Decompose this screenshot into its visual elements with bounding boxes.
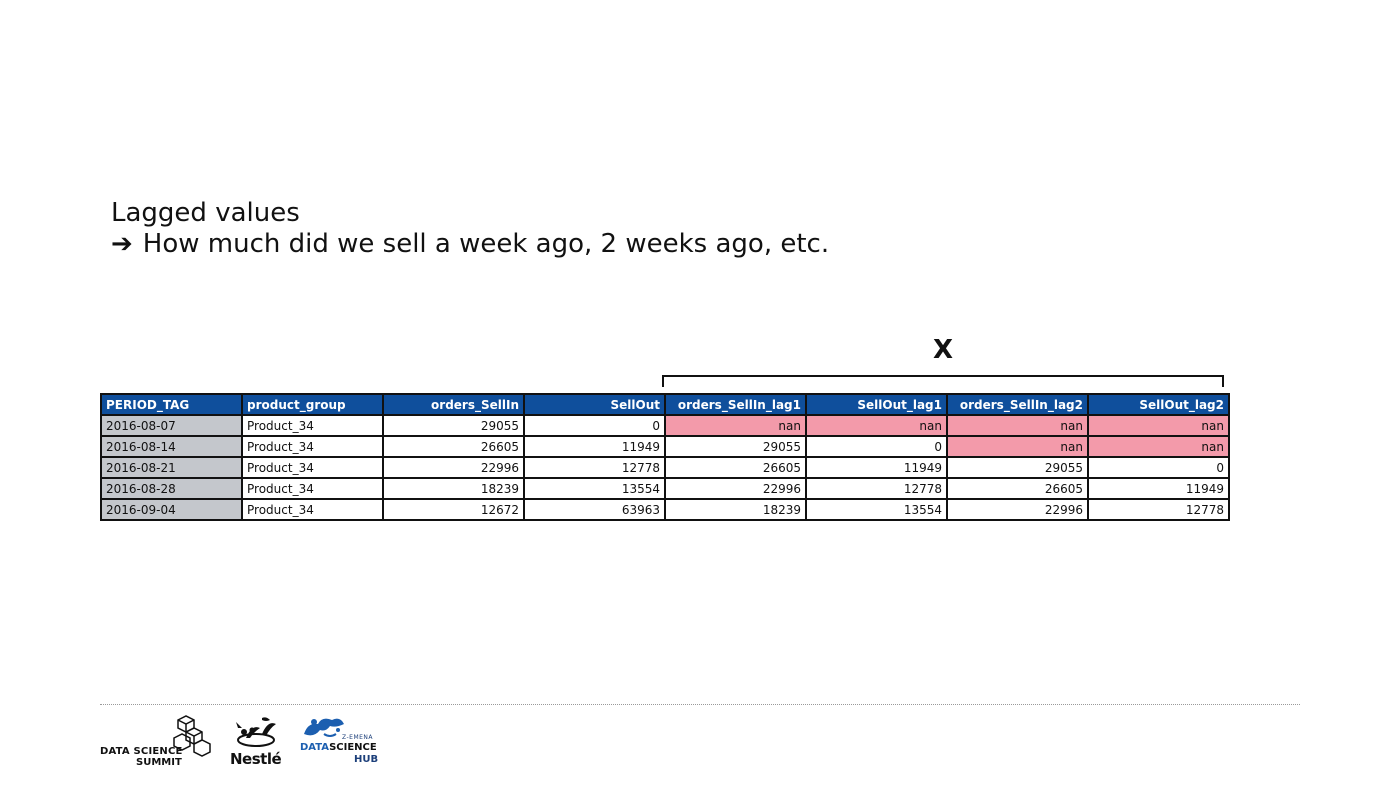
cell-sellout: 12778 xyxy=(523,456,666,479)
footer-logos: DATA SCIENCE SUMMIT Nestlé Z-EMENA DATAS… xyxy=(100,712,384,770)
cell-sellout: 13554 xyxy=(523,477,666,500)
heading-line-2-text: How much did we sell a week ago, 2 weeks… xyxy=(142,229,830,259)
cell-orders-sellin-lag2: nan xyxy=(946,414,1089,437)
dss-line-2: SUMMIT xyxy=(136,757,182,768)
hub-data-word: DATA xyxy=(300,742,330,753)
cell-product-group: Product_34 xyxy=(241,414,384,437)
cube-icon xyxy=(173,715,211,757)
cell-product-group: Product_34 xyxy=(241,477,384,500)
col-sellout-lag1: SellOut_lag1 xyxy=(805,393,948,416)
cell-period-tag: 2016-08-07 xyxy=(100,414,243,437)
cell-sellout-lag2: 12778 xyxy=(1087,498,1230,521)
lagged-values-table: PERIOD_TAG product_group orders_SellIn S… xyxy=(100,393,1230,521)
features-x-label: X xyxy=(933,335,954,365)
arrow-icon: ➔ xyxy=(111,229,133,259)
cell-orders-sellin: 26605 xyxy=(382,435,525,458)
europe-map-icon xyxy=(304,718,344,737)
cell-orders-sellin-lag2: nan xyxy=(946,435,1089,458)
cell-orders-sellin-lag2: 29055 xyxy=(946,456,1089,479)
cell-period-tag: 2016-09-04 xyxy=(100,498,243,521)
footer-divider xyxy=(100,704,1300,705)
cell-orders-sellin-lag2: 26605 xyxy=(946,477,1089,500)
cell-orders-sellin: 18239 xyxy=(382,477,525,500)
cell-sellout-lag2: 11949 xyxy=(1087,477,1230,500)
cell-sellout: 63963 xyxy=(523,498,666,521)
cell-product-group: Product_34 xyxy=(241,456,384,479)
cell-orders-sellin: 12672 xyxy=(382,498,525,521)
col-orders-sellin-lag1: orders_SellIn_lag1 xyxy=(664,393,807,416)
hub-wordmark: DATASCIENCE xyxy=(300,742,377,753)
col-orders-sellin-lag2: orders_SellIn_lag2 xyxy=(946,393,1089,416)
features-bracket xyxy=(662,375,1224,387)
cell-orders-sellin-lag2: 22996 xyxy=(946,498,1089,521)
dss-line-1: DATA SCIENCE xyxy=(100,746,183,757)
data-science-hub-logo: Z-EMENA DATASCIENCE HUB xyxy=(300,714,384,770)
cell-sellout-lag1: 12778 xyxy=(805,477,948,500)
cell-period-tag: 2016-08-14 xyxy=(100,435,243,458)
cell-period-tag: 2016-08-21 xyxy=(100,456,243,479)
heading-line-2: ➔ How much did we sell a week ago, 2 wee… xyxy=(111,229,829,260)
nestle-wordmark: Nestlé xyxy=(230,750,282,768)
cell-orders-sellin-lag1: 18239 xyxy=(664,498,807,521)
cell-period-tag: 2016-08-28 xyxy=(100,477,243,500)
cell-orders-sellin-lag1: 22996 xyxy=(664,477,807,500)
cell-sellout-lag2: 0 xyxy=(1087,456,1230,479)
slide-heading: Lagged values ➔ How much did we sell a w… xyxy=(111,198,829,260)
cell-sellout-lag1: 0 xyxy=(805,435,948,458)
col-orders-sellin: orders_SellIn xyxy=(382,393,525,416)
hub-science-word: SCIENCE xyxy=(329,742,377,753)
col-sellout: SellOut xyxy=(523,393,666,416)
col-sellout-lag2: SellOut_lag2 xyxy=(1087,393,1230,416)
cell-sellout: 0 xyxy=(523,414,666,437)
table-header-row: PERIOD_TAG product_group orders_SellIn S… xyxy=(100,393,1230,416)
table-row: 2016-08-07 Product_34 29055 0 nan nan nan nan xyxy=(100,414,1230,437)
table-row: 2016-09-04 Product_34 12672 63963 18239 13554… xyxy=(100,498,1230,521)
cell-sellout-lag2: nan xyxy=(1087,414,1230,437)
nestle-logo: Nestlé xyxy=(230,714,282,770)
cell-sellout: 11949 xyxy=(523,435,666,458)
cell-sellout-lag2: nan xyxy=(1087,435,1230,458)
nest-birds-icon xyxy=(236,717,276,747)
data-science-summit-logo: DATA SCIENCE SUMMIT xyxy=(100,714,212,770)
table-row: 2016-08-21 Product_34 22996 12778 26605 11949… xyxy=(100,456,1230,479)
cell-orders-sellin-lag1: nan xyxy=(664,414,807,437)
col-period-tag: PERIOD_TAG xyxy=(100,393,243,416)
table-body: 2016-08-07 Product_34 29055 0 nan nan nan nan 20… xyxy=(100,414,1230,521)
cell-sellout-lag1: 11949 xyxy=(805,456,948,479)
table-row: 2016-08-28 Product_34 18239 13554 22996 12778… xyxy=(100,477,1230,500)
cell-orders-sellin-lag1: 26605 xyxy=(664,456,807,479)
cell-product-group: Product_34 xyxy=(241,498,384,521)
heading-line-1: Lagged values xyxy=(111,198,300,228)
col-product-group: product_group xyxy=(241,393,384,416)
cell-orders-sellin: 29055 xyxy=(382,414,525,437)
cell-sellout-lag1: nan xyxy=(805,414,948,437)
cell-product-group: Product_34 xyxy=(241,435,384,458)
cell-orders-sellin: 22996 xyxy=(382,456,525,479)
cell-orders-sellin-lag1: 29055 xyxy=(664,435,807,458)
hub-region: Z-EMENA xyxy=(342,734,374,741)
table-row: 2016-08-14 Product_34 26605 11949 29055 0 nan n… xyxy=(100,435,1230,458)
hub-label: HUB xyxy=(354,754,379,765)
cell-sellout-lag1: 13554 xyxy=(805,498,948,521)
